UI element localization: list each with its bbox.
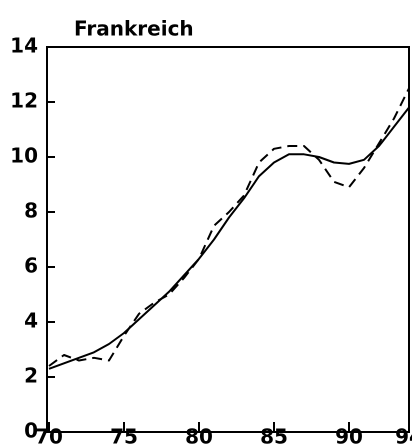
y-tick-label: 2 bbox=[24, 364, 38, 388]
y-tick-label: 8 bbox=[24, 199, 38, 223]
chart-title: Frankreich bbox=[74, 17, 194, 41]
x-tick-label: 85 bbox=[260, 425, 288, 448]
y-tick-label: 4 bbox=[24, 309, 38, 333]
y-tick-label: 12 bbox=[10, 89, 38, 113]
x-tick-label: 94 bbox=[395, 425, 412, 448]
x-tick-label: 75 bbox=[110, 425, 138, 448]
x-tick-label: 70 bbox=[35, 425, 63, 448]
x-tick-label: 90 bbox=[335, 425, 363, 448]
y-tick-label: 14 bbox=[10, 34, 38, 58]
x-tick-label: 80 bbox=[185, 425, 213, 448]
y-tick-label: 10 bbox=[10, 144, 38, 168]
y-tick-label: 6 bbox=[24, 254, 38, 278]
plot-frame bbox=[46, 46, 410, 433]
line-series bbox=[48, 106, 410, 370]
y-tick-label: 0 bbox=[24, 419, 38, 443]
line-series bbox=[48, 87, 410, 367]
